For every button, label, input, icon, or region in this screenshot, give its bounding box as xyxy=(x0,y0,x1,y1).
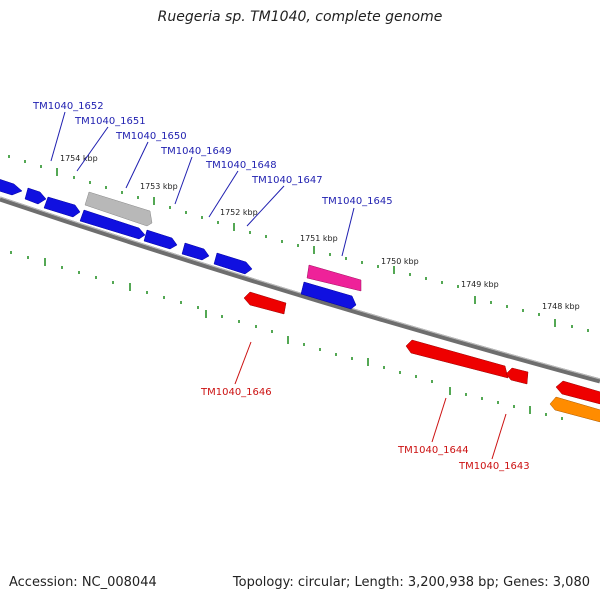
kbp-label: 1751 kbp xyxy=(300,234,338,243)
gene-label[interactable]: TM1040_1645 xyxy=(321,196,393,207)
gene-arrow[interactable] xyxy=(84,191,153,227)
gene-arrow[interactable] xyxy=(0,178,23,196)
gene-label[interactable]: TM1040_1652 xyxy=(32,101,104,112)
gene-arrow[interactable] xyxy=(181,242,210,261)
gene-arrow[interactable] xyxy=(143,229,178,250)
accession-text: Accession: NC_008044 xyxy=(9,575,157,590)
gene-arrow[interactable] xyxy=(505,367,529,385)
lower-tick-track xyxy=(10,251,563,420)
leader-line xyxy=(491,413,507,460)
leader-line xyxy=(174,156,193,205)
leader-line xyxy=(234,341,252,385)
kbp-label: 1749 kbp xyxy=(461,280,499,289)
gene-label[interactable]: TM1040_1643 xyxy=(458,461,530,472)
gene-arrow[interactable] xyxy=(405,339,509,379)
gene-arrow[interactable] xyxy=(79,209,146,240)
gene-label[interactable]: TM1040_1644 xyxy=(397,445,469,456)
gene-arrow[interactable] xyxy=(300,281,357,310)
genome-backbone-highlight xyxy=(0,196,600,380)
gene-label[interactable]: TM1040_1649 xyxy=(160,146,232,157)
gene-label[interactable]: TM1040_1650 xyxy=(115,131,187,142)
gene-label[interactable]: TM1040_1648 xyxy=(205,160,277,171)
leader-line xyxy=(76,126,109,172)
leader-line xyxy=(208,170,239,218)
kbp-label: 1752 kbp xyxy=(220,208,258,217)
kbp-label: 1750 kbp xyxy=(381,257,419,266)
upper-tick-track xyxy=(8,155,589,332)
genome-backbone xyxy=(0,196,600,384)
leader-line xyxy=(50,111,66,162)
gene-arrow[interactable] xyxy=(549,396,600,423)
gene-label[interactable]: TM1040_1647 xyxy=(251,175,323,186)
map-title: Ruegeria sp. TM1040, complete genome xyxy=(157,9,443,25)
gene-label[interactable]: TM1040_1651 xyxy=(74,116,146,127)
leader-line xyxy=(341,207,355,257)
leader-line xyxy=(431,397,447,443)
kbp-label: 1748 kbp xyxy=(542,302,580,311)
gene-arrow[interactable] xyxy=(306,264,362,292)
gene-label[interactable]: TM1040_1646 xyxy=(200,387,272,398)
leader-line xyxy=(246,185,285,227)
genome-summary-text: Topology: circular; Length: 3,200,938 bp… xyxy=(232,575,590,590)
gene-arrow[interactable] xyxy=(24,187,47,205)
kbp-label: 1754 kbp xyxy=(60,154,98,163)
leader-line xyxy=(125,141,149,189)
gene-arrow[interactable] xyxy=(555,380,600,405)
gene-arrow[interactable] xyxy=(243,291,287,315)
gene-arrow[interactable] xyxy=(213,252,253,275)
kbp-label: 1753 kbp xyxy=(140,182,178,191)
gene-arrow[interactable] xyxy=(43,196,81,218)
